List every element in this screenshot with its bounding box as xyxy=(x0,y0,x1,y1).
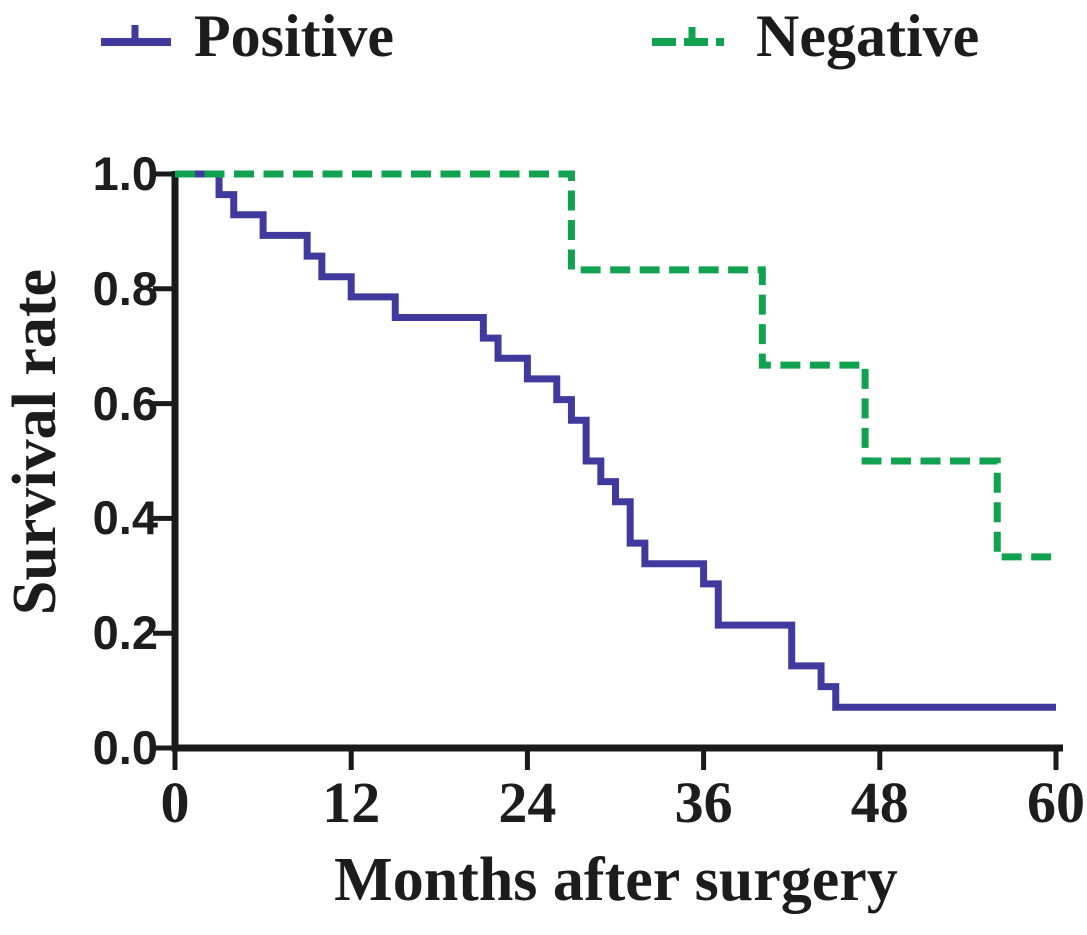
x-tick-label: 24 xyxy=(498,770,557,835)
y-tick-label: 0.8 xyxy=(92,261,158,315)
legend-item-negative: Negative xyxy=(650,0,1087,80)
negative-line-marker-icon xyxy=(652,27,724,46)
y-tick-label: 0.2 xyxy=(92,606,158,660)
x-tick-label: 12 xyxy=(322,770,381,835)
y-tick-label: 0.6 xyxy=(92,376,158,430)
x-tick-label: 36 xyxy=(674,770,733,835)
x-tick-label: 0 xyxy=(160,770,190,835)
x-tick-label: 48 xyxy=(850,770,909,835)
legend-item-positive: Positive xyxy=(98,0,578,80)
x-tick-label: 60 xyxy=(1027,770,1085,835)
y-tick-label: 0.0 xyxy=(92,721,158,774)
negative-survival-curve xyxy=(175,170,1056,561)
x-axis-title: Months after surgery xyxy=(334,846,898,914)
legend: Positive Negative xyxy=(0,0,1087,90)
positive-survival-curve xyxy=(175,170,1056,711)
y-tick-label: 1.0 xyxy=(92,147,158,200)
legend-label-negative: Negative xyxy=(756,3,980,69)
y-tick-label: 0.4 xyxy=(92,491,158,545)
legend-label-positive: Positive xyxy=(194,3,394,69)
positive-line-marker-icon xyxy=(101,25,171,46)
